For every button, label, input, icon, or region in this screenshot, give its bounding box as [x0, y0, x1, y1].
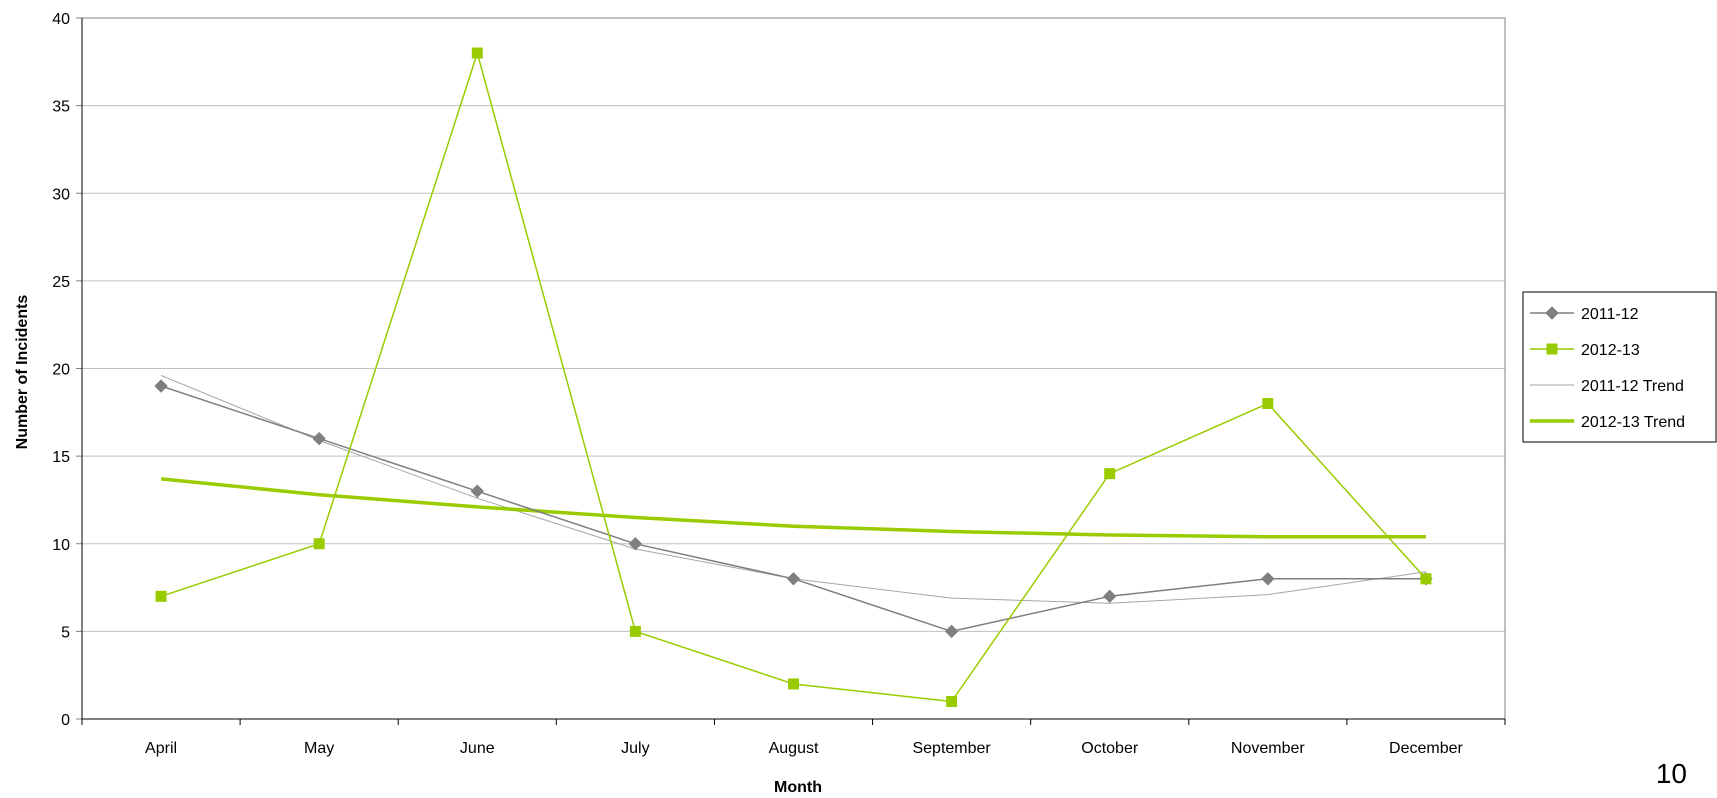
x-tick-label: September — [912, 740, 991, 757]
y-tick-label: 30 — [52, 186, 70, 203]
x-axis-title: Month — [774, 779, 822, 796]
legend: 2011-12 2012-13 2011-12 Trend 2012-13 Trend — [1522, 291, 1717, 443]
data-point-2011-12 — [1261, 572, 1275, 586]
y-tick-label: 25 — [52, 274, 70, 291]
series-line-2012-13-trend — [160, 477, 1426, 539]
x-tick-label: December — [1389, 740, 1463, 757]
data-point-2012-13 — [946, 695, 958, 707]
legend-label: 2012-13 Trend — [1581, 414, 1685, 431]
series-line-2012-13 — [160, 52, 1427, 703]
data-point-2011-12 — [470, 484, 484, 498]
x-tick-label: June — [460, 740, 495, 757]
data-point-2011-12 — [944, 624, 959, 639]
data-point-2012-13 — [1262, 398, 1274, 410]
series-lines — [160, 52, 1427, 703]
page-number: 10 — [1655, 758, 1687, 789]
data-point-2011-12 — [786, 572, 801, 586]
x-tick-label: November — [1231, 740, 1305, 757]
legend-label: 2011-12 — [1581, 306, 1639, 323]
x-tick-label: August — [769, 740, 819, 757]
x-tick-label: October — [1081, 740, 1139, 757]
data-point-2012-13 — [155, 590, 167, 602]
legend-marker-2011-12 — [1545, 306, 1559, 320]
axes — [76, 17, 1506, 725]
x-tick-label: July — [621, 740, 649, 757]
data-point-2011-12 — [312, 431, 326, 446]
y-tick-labels: 0 5 10 15 20 25 30 35 40 — [52, 11, 70, 729]
legend-marker-2012-13 — [1546, 343, 1558, 355]
x-tick-label: May — [304, 740, 334, 757]
data-point-2012-13 — [1420, 573, 1432, 585]
y-tick-label: 35 — [52, 99, 70, 116]
y-tick-label: 15 — [52, 449, 70, 466]
data-point-2012-13 — [471, 47, 483, 59]
y-axis-title: Number of Incidents — [14, 295, 31, 450]
data-point-2011-12 — [628, 537, 643, 551]
legend-label: 2012-13 — [1581, 342, 1640, 359]
data-point-2012-13 — [629, 625, 641, 637]
data-point-2011-12 — [154, 379, 168, 393]
data-point-2011-12 — [1103, 589, 1117, 604]
y-tick-label: 40 — [52, 11, 70, 28]
legend-label: 2011-12 Trend — [1581, 378, 1684, 395]
y-tick-label: 0 — [61, 712, 70, 729]
y-tick-label: 5 — [61, 624, 70, 641]
data-point-2012-13 — [788, 678, 799, 690]
x-tick-labels: April May June July August September October No… — [145, 740, 1463, 757]
y-tick-label: 20 — [52, 362, 70, 379]
gridlines — [82, 17, 1505, 632]
series-line-2011-12 — [160, 385, 1426, 633]
x-tick-label: April — [145, 740, 177, 757]
legend-box — [1522, 291, 1717, 443]
y-tick-label: 10 — [52, 537, 70, 554]
data-point-2012-13 — [1104, 468, 1116, 480]
series-line-2011-12-trend — [160, 375, 1426, 604]
series-markers — [154, 47, 1433, 707]
data-point-2012-13 — [313, 538, 325, 550]
